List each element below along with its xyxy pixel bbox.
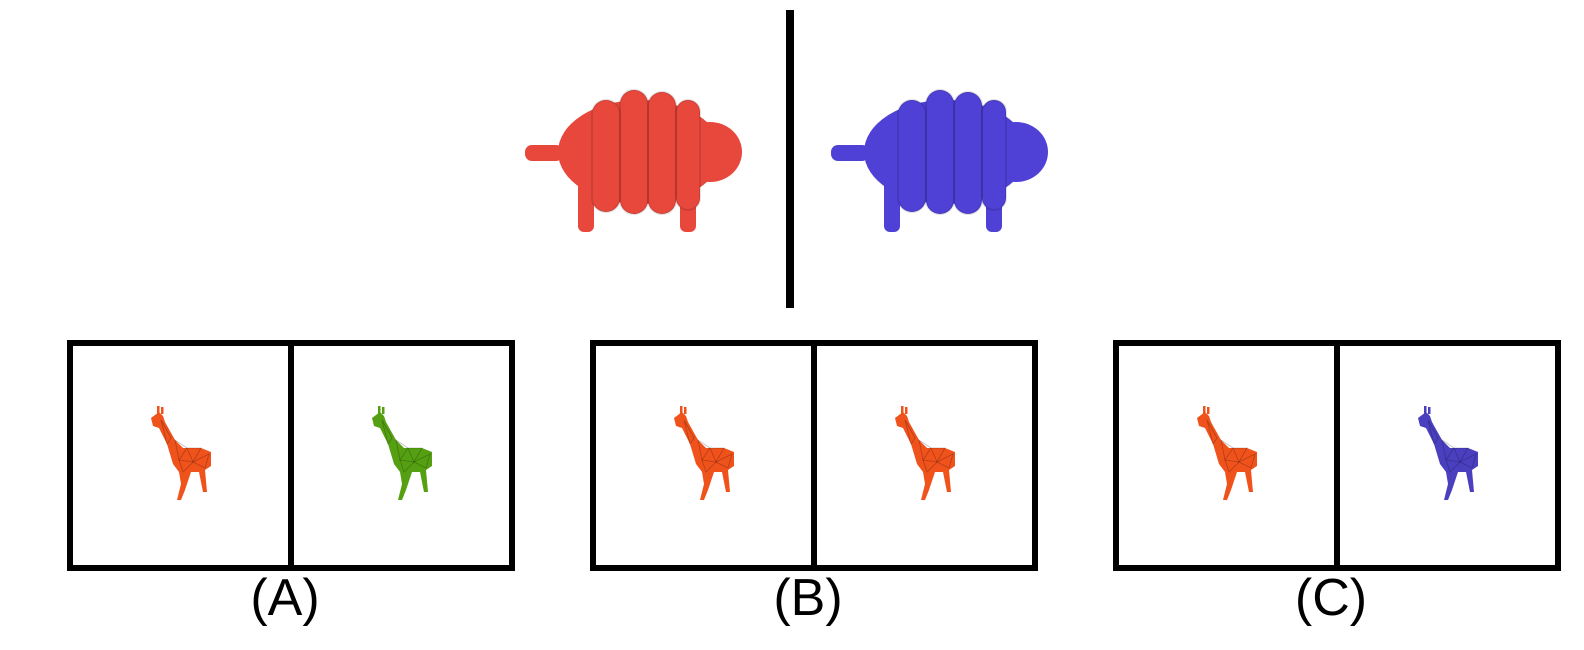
sheep-icon — [831, 89, 1048, 232]
option-a-label: (A) — [250, 569, 320, 627]
option-c-panel[interactable] — [1113, 340, 1561, 571]
panel-divider — [288, 346, 294, 565]
giraffe-icon — [352, 404, 452, 508]
giraffe-icon — [875, 404, 975, 508]
giraffe-icon — [131, 404, 231, 508]
option-b-left-cell — [596, 346, 814, 565]
sheep-red — [520, 80, 760, 240]
option-b-label: (B) — [773, 569, 843, 627]
option-b-right-cell — [817, 346, 1035, 565]
option-c-right-cell — [1340, 346, 1558, 565]
option-a-right-cell — [294, 346, 512, 565]
option-c-label: (C) — [1294, 569, 1368, 627]
sheep-icon — [525, 89, 742, 232]
giraffe-icon — [1398, 404, 1498, 508]
panel-divider — [1334, 346, 1340, 565]
option-b-panel[interactable] — [590, 340, 1038, 571]
option-a-left-cell — [73, 346, 291, 565]
option-c-left-cell — [1119, 346, 1337, 565]
vertical-divider — [786, 10, 794, 308]
sheep-blue — [826, 80, 1066, 240]
giraffe-icon — [654, 404, 754, 508]
giraffe-icon — [1177, 404, 1277, 508]
panel-divider — [811, 346, 817, 565]
option-a-panel[interactable] — [67, 340, 515, 571]
